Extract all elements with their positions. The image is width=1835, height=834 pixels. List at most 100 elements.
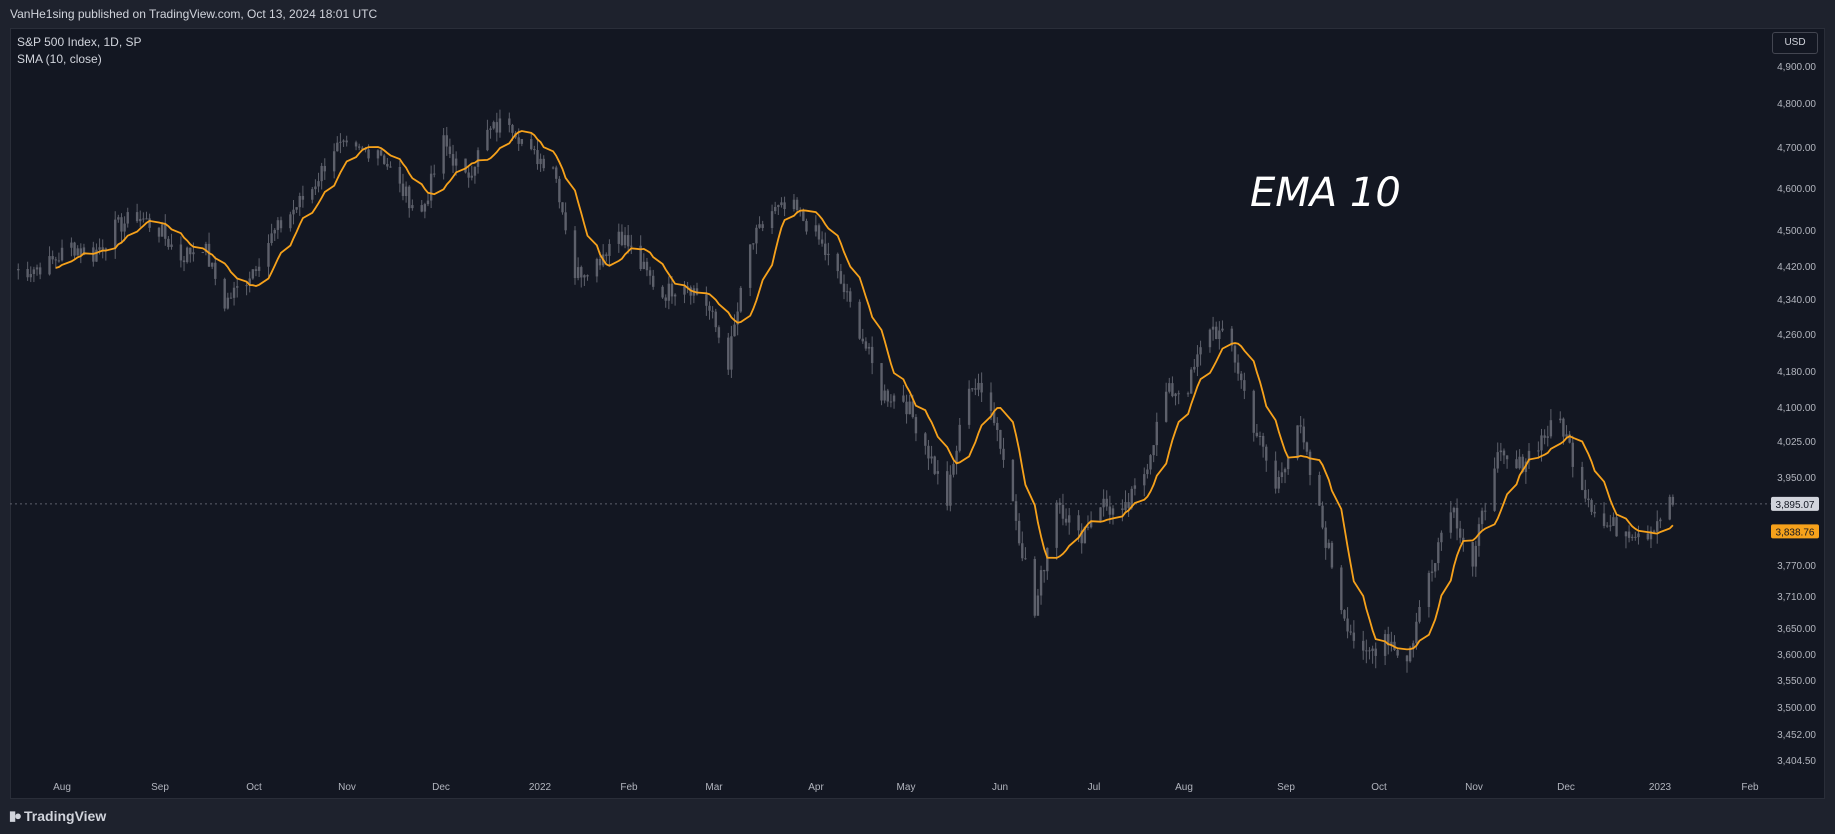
candle-body <box>298 196 301 208</box>
candle-body <box>1299 425 1302 427</box>
candle-body <box>1155 421 1158 446</box>
candle-body <box>924 433 927 446</box>
candle-body <box>1324 527 1327 548</box>
candle-body <box>245 285 248 287</box>
candle-body <box>1236 362 1240 374</box>
candle-body <box>739 287 742 312</box>
candle-body <box>1637 533 1640 538</box>
time-tick-label: 2023 <box>1649 782 1672 793</box>
price-tick-label: 4,800.00 <box>1777 99 1816 110</box>
candle-body <box>1671 496 1675 505</box>
candle-body <box>1343 610 1346 619</box>
candle-body <box>448 146 452 155</box>
chart-pane[interactable] <box>10 28 1825 799</box>
candle-body <box>652 275 655 287</box>
candle-body <box>1061 504 1065 519</box>
candle-body <box>936 471 940 474</box>
candle-body <box>1124 502 1127 511</box>
candle-body <box>1590 500 1593 512</box>
candle-body <box>1484 510 1487 512</box>
candle-body <box>1615 517 1618 537</box>
candle-body <box>29 273 32 278</box>
candle-body <box>236 286 239 288</box>
candle-body <box>1559 418 1562 421</box>
candle-body <box>1321 505 1324 528</box>
candle-body <box>1143 474 1146 486</box>
indicator-legend[interactable]: SMA (10, close) <box>17 52 102 66</box>
candle-body <box>952 463 955 475</box>
tradingview-brand[interactable]: ▮● TradingView <box>9 808 106 824</box>
candle-body <box>1064 518 1068 523</box>
candle-body <box>1055 502 1058 548</box>
candle-body <box>148 218 151 228</box>
candle-body <box>314 186 317 190</box>
candle-body <box>1211 326 1215 330</box>
candle-body <box>814 225 818 232</box>
candle-body <box>1240 373 1243 381</box>
candle-body <box>1286 458 1290 470</box>
candle-body <box>795 199 799 211</box>
candle-body <box>342 140 345 142</box>
candle-body <box>517 137 520 144</box>
time-tick-label: Dec <box>432 782 450 793</box>
candle-body <box>670 283 674 297</box>
candle-body <box>520 139 524 144</box>
candle-body <box>207 243 211 267</box>
candle-body <box>883 390 886 401</box>
candle-body <box>1352 632 1356 641</box>
candle-body <box>996 422 999 430</box>
time-tick-label: Jul <box>1088 782 1101 793</box>
price-tick-label: 4,700.00 <box>1777 143 1816 154</box>
candle-body <box>1440 532 1443 543</box>
candle-body <box>1318 474 1321 506</box>
candle-body <box>642 261 646 270</box>
candle-body <box>1230 328 1234 346</box>
candle-body <box>1452 507 1456 513</box>
candle-body <box>248 278 251 286</box>
candle-body <box>98 247 101 250</box>
candle-body <box>126 212 129 224</box>
candle-body <box>1496 452 1499 469</box>
candle-body <box>623 235 627 246</box>
candle-body <box>958 424 961 451</box>
candle-body <box>429 173 433 201</box>
candle-body <box>320 165 323 182</box>
candle-body <box>345 140 348 143</box>
candle-body <box>1418 606 1421 622</box>
candle-body <box>1089 520 1093 528</box>
candle-body <box>1624 531 1628 537</box>
candle-body <box>1127 502 1130 508</box>
candle-body <box>1587 498 1590 501</box>
candle-body <box>1171 383 1174 397</box>
candle-body <box>1383 634 1387 656</box>
candle-body <box>1362 640 1365 651</box>
candle-body <box>38 267 42 275</box>
candle-body <box>1627 531 1631 538</box>
candle-body <box>1174 393 1177 397</box>
candle-body <box>1387 634 1390 646</box>
candle-body <box>423 204 427 212</box>
candle-body <box>1527 450 1531 462</box>
price-tick-label: 4,025.00 <box>1777 437 1816 448</box>
candle-body <box>486 129 489 151</box>
candle-body <box>376 150 380 159</box>
candle-body <box>914 417 918 434</box>
candle-body <box>880 363 883 401</box>
candle-body <box>336 142 339 152</box>
time-tick-label: Nov <box>338 782 356 793</box>
candle-body <box>1580 466 1584 490</box>
currency-button[interactable]: USD <box>1772 32 1818 54</box>
candle-body <box>1105 498 1108 507</box>
symbol-legend[interactable]: S&P 500 Index, 1D, SP <box>17 35 142 49</box>
candle-body <box>667 283 671 301</box>
candle-body <box>980 382 983 393</box>
candle-body <box>1493 468 1496 511</box>
candle-body <box>802 209 805 221</box>
candle-body <box>842 283 846 293</box>
chart-annotation-text[interactable]: EMA 10 <box>1250 170 1401 216</box>
candle-body <box>845 291 849 293</box>
candle-body <box>1215 326 1218 340</box>
candle-body <box>442 135 445 174</box>
candle-body <box>1565 434 1568 437</box>
